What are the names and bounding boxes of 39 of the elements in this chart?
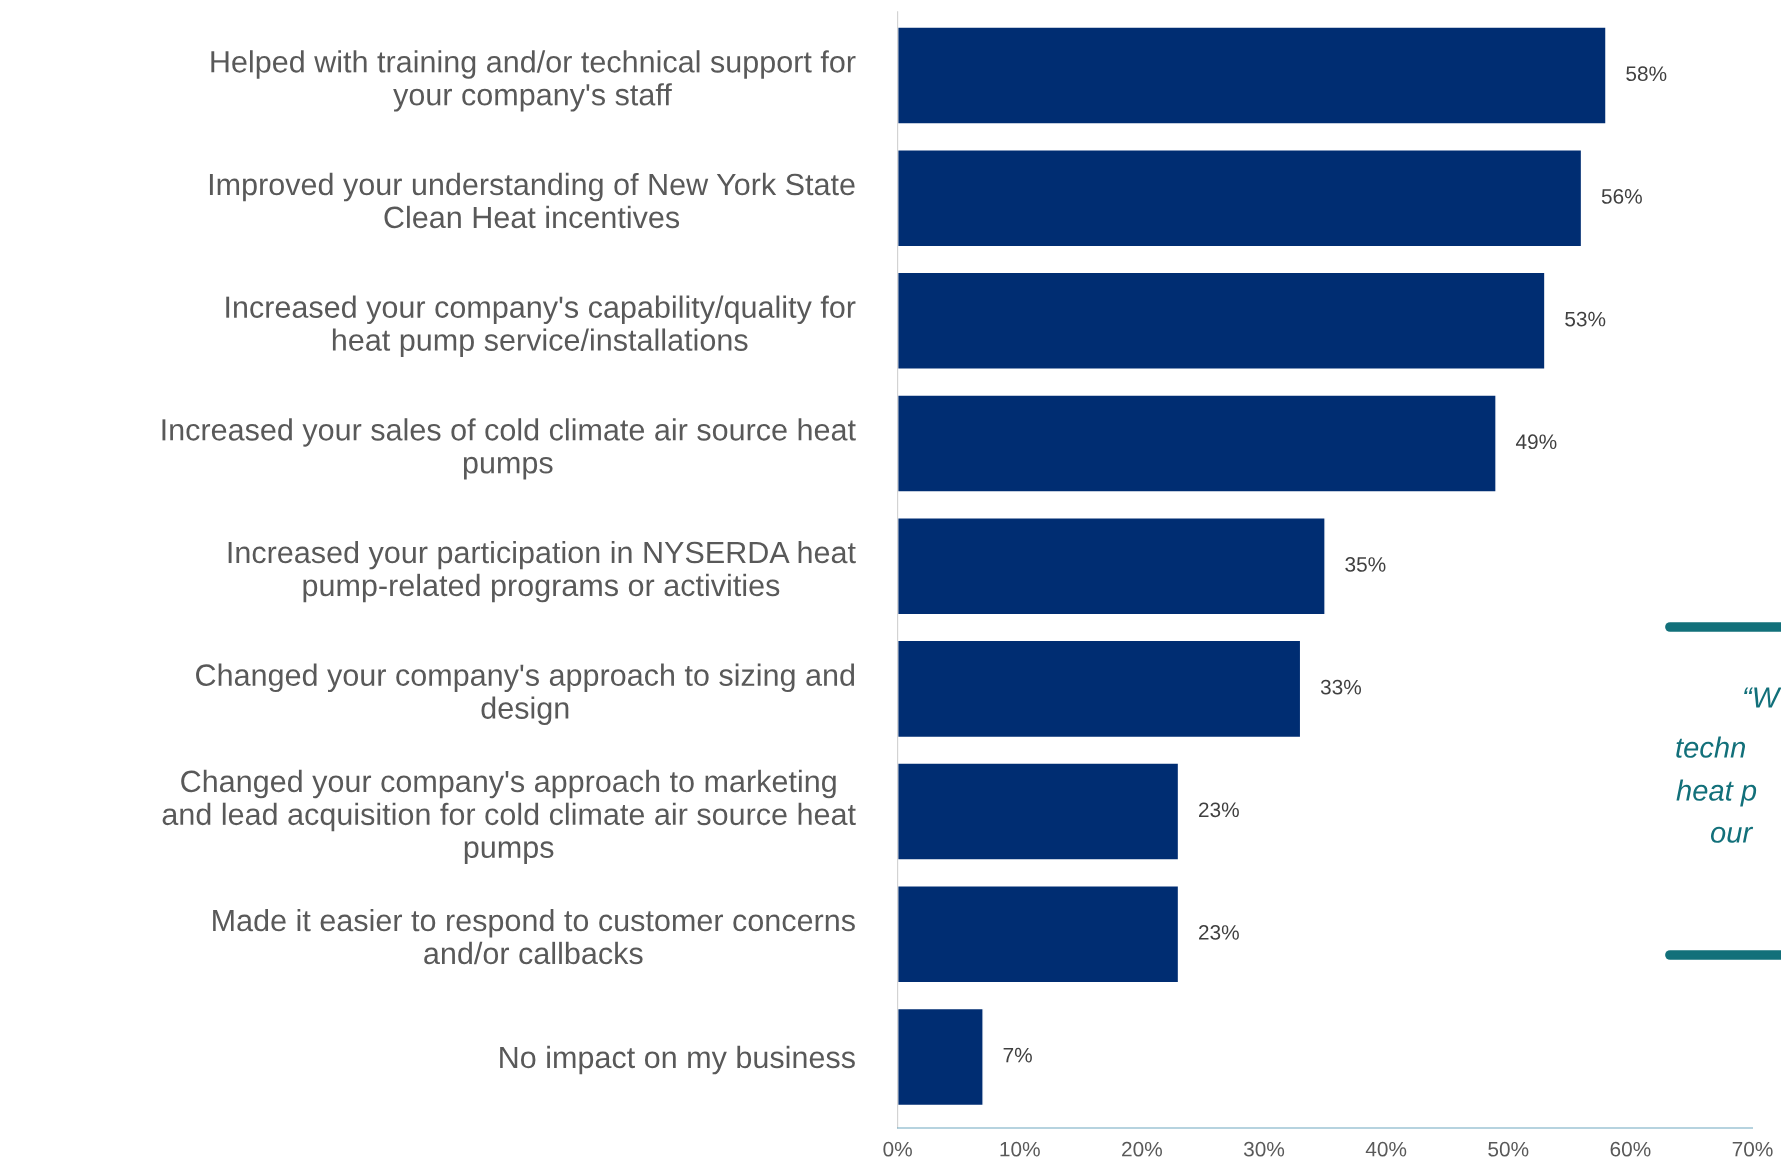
data-label: 49% bbox=[1515, 434, 1557, 450]
bar bbox=[897, 639, 1302, 739]
x-tick-label: 20% bbox=[1122, 1141, 1162, 1157]
bar bbox=[897, 762, 1180, 861]
bar bbox=[897, 26, 1607, 125]
y-tick-label: Increased your sales of cold climate air source heat pumps bbox=[162, 418, 856, 480]
y-tick-label: No impact on my business bbox=[500, 1045, 855, 1075]
bar bbox=[897, 517, 1326, 616]
annotation: “W bbox=[1744, 687, 1781, 708]
annotation: our bbox=[1710, 826, 1754, 843]
bar bbox=[897, 885, 1180, 984]
x-tick-label: 40% bbox=[1365, 1141, 1407, 1157]
y-tick-label: Changed your company's approach to sizing and design bbox=[196, 663, 855, 725]
annotation: heat p bbox=[1676, 779, 1757, 807]
bar bbox=[897, 271, 1546, 371]
x-tick-label: 50% bbox=[1488, 1141, 1529, 1157]
y-tick-label: Helped with training and/or technical support for your company's staff bbox=[211, 50, 856, 112]
data-label: 35% bbox=[1345, 557, 1386, 572]
x-tick-label: 10% bbox=[1000, 1141, 1040, 1157]
bar bbox=[897, 1007, 984, 1107]
y-tick-label: Increased your participation in NYSERDA heat pump-related programs or activities bbox=[228, 540, 856, 603]
data-label: 23% bbox=[1199, 925, 1239, 940]
x-tick-label: 60% bbox=[1610, 1141, 1651, 1157]
annotation: techn bbox=[1676, 736, 1746, 758]
x-tick-label: 70% bbox=[1732, 1141, 1773, 1157]
data-label: 58% bbox=[1626, 66, 1667, 82]
y-tick-label: Made it easier to respond to customer concerns and/or callbacks bbox=[213, 908, 855, 965]
data-label: 56% bbox=[1601, 189, 1642, 204]
y-tick-label: Changed your company's approach to marketing and lead acquisition for cold climate air source heat pumps bbox=[162, 769, 856, 865]
data-label: 23% bbox=[1199, 802, 1239, 818]
x-tick-label: 0% bbox=[883, 1141, 912, 1157]
data-label: 7% bbox=[1003, 1047, 1032, 1063]
y-tick-label: Improved your understanding of New York State Clean Heat incentives bbox=[209, 172, 855, 229]
x-tick-label: 30% bbox=[1243, 1141, 1285, 1157]
bar bbox=[897, 149, 1583, 248]
data-label: 33% bbox=[1320, 679, 1362, 695]
y-tick-label: Increased your company's capability/quality for heat pump service/installations bbox=[226, 295, 856, 357]
data-label: 53% bbox=[1565, 311, 1606, 327]
bar bbox=[897, 394, 1497, 493]
